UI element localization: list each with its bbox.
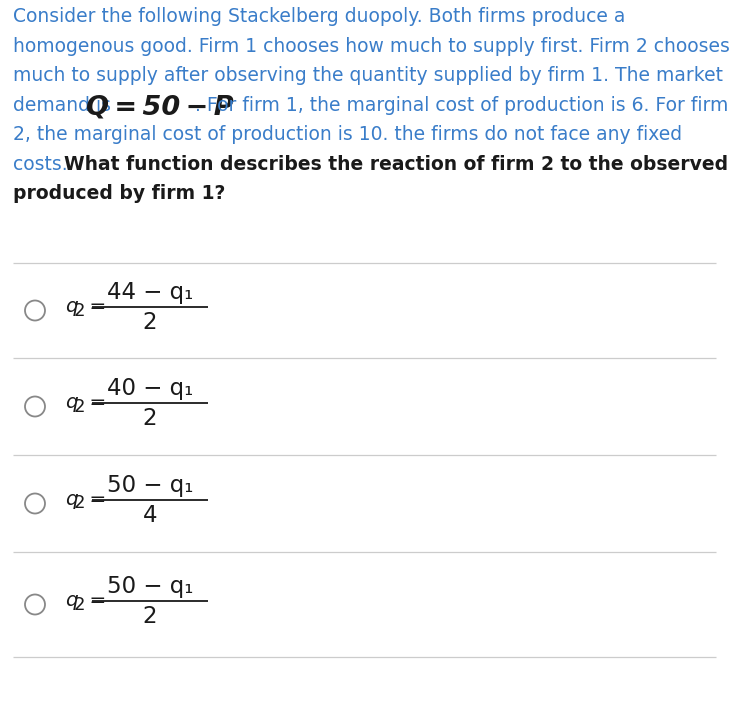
Text: 2: 2 [74,397,85,415]
Text: 50 − q₁: 50 − q₁ [107,474,193,497]
Text: 4: 4 [143,504,157,527]
Text: produced by firm 1?: produced by firm 1? [13,184,225,203]
Text: 2: 2 [143,605,157,628]
Text: q: q [65,591,78,610]
Text: =: = [83,297,106,316]
Text: q: q [65,490,78,509]
Text: 2, the marginal cost of production is 10. the firms do not face any fixed: 2, the marginal cost of production is 10… [13,125,682,144]
Text: =: = [83,490,106,509]
Text: 2: 2 [143,407,157,430]
Text: =: = [83,393,106,412]
Text: q: q [65,393,78,412]
Text: 44 − q₁: 44 − q₁ [107,281,193,304]
Text: Consider the following Stackelberg duopoly. Both firms produce a: Consider the following Stackelberg duopo… [13,7,625,26]
Text: homogenous good. Firm 1 chooses how much to supply first. Firm 2 chooses how: homogenous good. Firm 1 chooses how much… [13,36,729,56]
Text: 2: 2 [74,595,85,613]
Text: 2: 2 [74,302,85,320]
Text: Q = 50 − P: Q = 50 − P [86,94,233,120]
Text: . For firm 1, the marginal cost of production is 6. For firm: . For firm 1, the marginal cost of produ… [195,96,728,115]
Text: costs.: costs. [13,154,79,173]
Text: 2: 2 [143,311,157,334]
Text: 2: 2 [74,494,85,513]
Text: demand is: demand is [13,96,117,115]
Text: q: q [65,297,78,316]
Text: 40 − q₁: 40 − q₁ [107,377,193,400]
Text: 50 − q₁: 50 − q₁ [107,575,193,598]
Text: much to supply after observing the quantity supplied by firm 1. The market: much to supply after observing the quant… [13,66,723,85]
Text: =: = [83,591,106,610]
Text: What function describes the reaction of firm 2 to the observed quantity: What function describes the reaction of … [64,154,729,173]
